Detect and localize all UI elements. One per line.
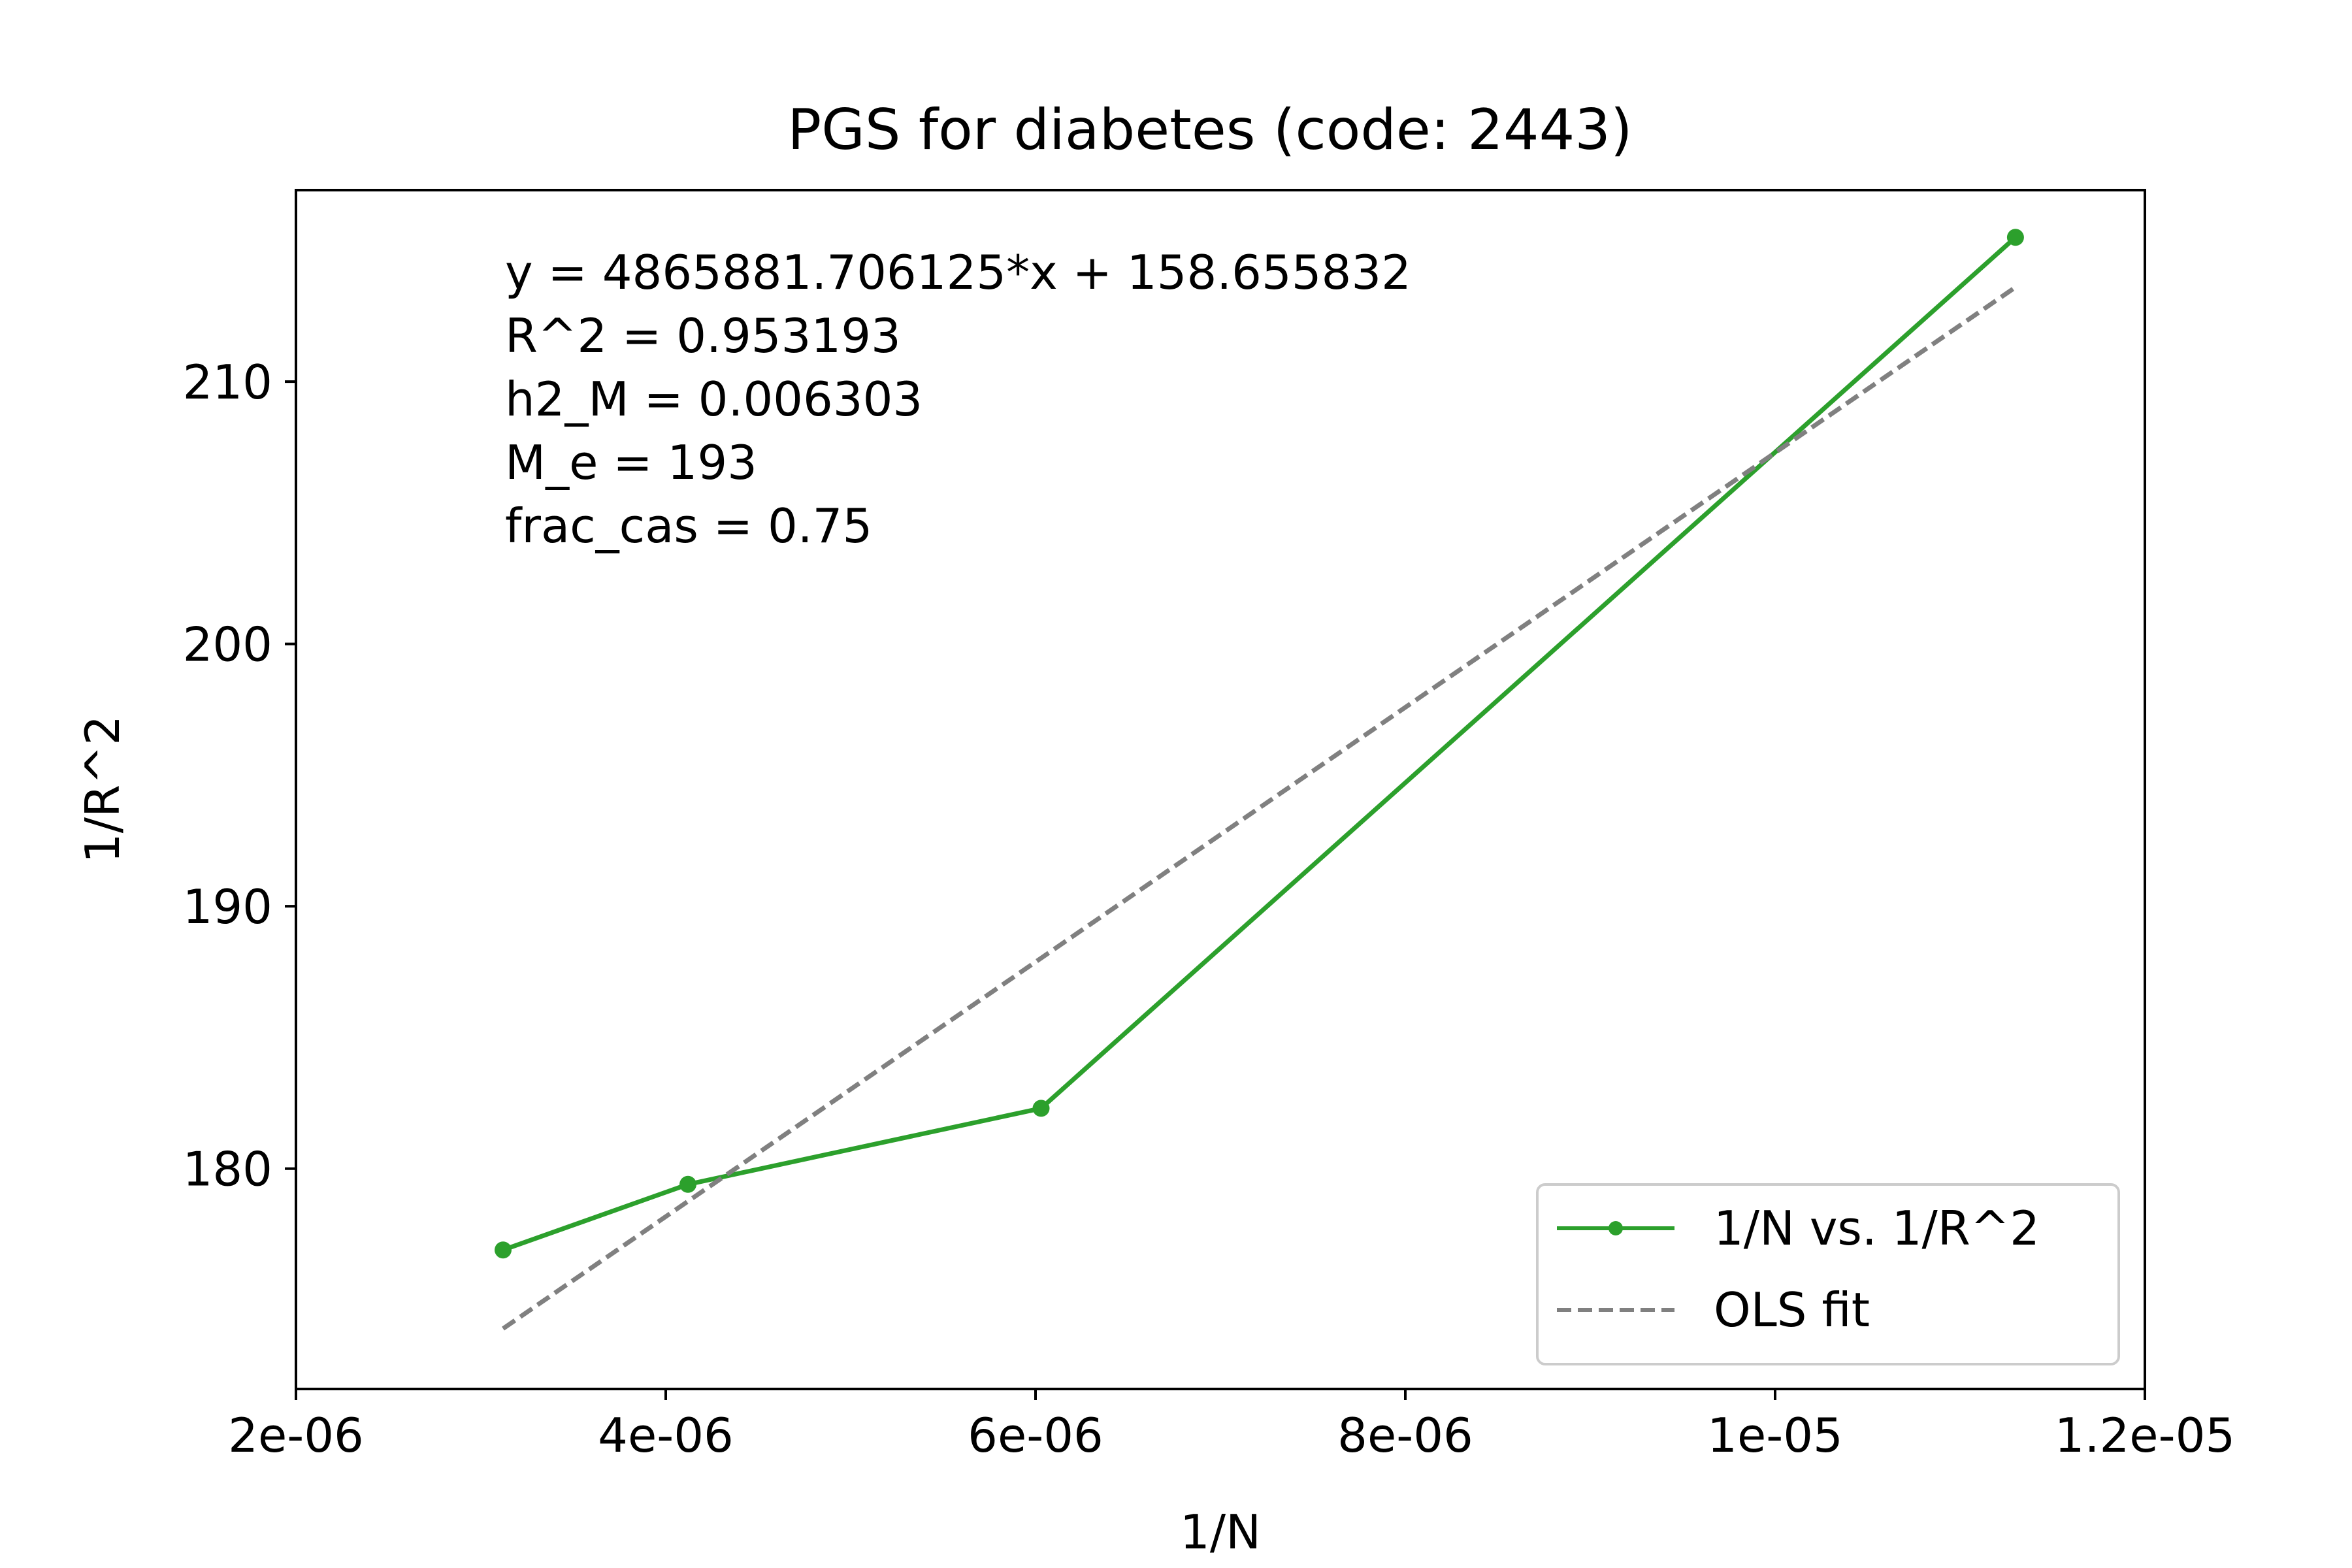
data-point-1 bbox=[495, 1241, 512, 1259]
legend: 1/N vs. 1/R^2 OLS fit bbox=[1536, 1183, 2120, 1365]
y-tick-label: 180 bbox=[183, 1142, 272, 1197]
data-point-4 bbox=[2006, 229, 2024, 246]
x-tick-label: 2e-06 bbox=[228, 1408, 364, 1463]
x-tick-label: 8e-06 bbox=[1337, 1408, 1473, 1463]
x-tick-label: 1.2e-05 bbox=[2055, 1408, 2235, 1463]
y-tick-label: 200 bbox=[183, 617, 272, 672]
chart-title: PGS for diabetes (code: 2443) bbox=[787, 97, 1632, 163]
legend-marker-fitted-data bbox=[1609, 1221, 1623, 1235]
y-axis-ticks: 180 190 200 210 bbox=[183, 355, 296, 1197]
y-tick-label: 190 bbox=[183, 879, 272, 934]
series-line-fitted-data bbox=[502, 235, 2017, 1252]
annotation-line-5: frac_cas = 0.75 bbox=[505, 498, 872, 553]
x-tick-label: 4e-06 bbox=[598, 1408, 734, 1463]
fit-annotations: y = 4865881.706125*x + 158.655832 R^2 = 0… bbox=[505, 245, 1411, 553]
annotation-line-2: R^2 = 0.953193 bbox=[505, 308, 901, 363]
annotation-line-3: h2_M = 0.006303 bbox=[505, 372, 923, 427]
legend-box bbox=[1536, 1183, 2120, 1365]
x-tick-label: 6e-06 bbox=[968, 1408, 1103, 1463]
series-line-ols-fit bbox=[502, 285, 2017, 1331]
annotation-line-4: M_e = 193 bbox=[505, 435, 757, 490]
x-axis-label: 1/N bbox=[1180, 1505, 1261, 1560]
plot-frame bbox=[295, 189, 2146, 1390]
series-layer bbox=[495, 229, 2024, 1331]
data-point-3 bbox=[1032, 1100, 1050, 1117]
legend-label-fitted-data: 1/N vs. 1/R^2 bbox=[1714, 1201, 2040, 1256]
data-point-2 bbox=[679, 1175, 696, 1193]
x-tick-label: 1e-05 bbox=[1707, 1408, 1843, 1463]
x-axis-ticks: 2e-06 4e-06 6e-06 8e-06 1e-05 1.2e-05 bbox=[228, 1389, 2235, 1463]
y-tick-label: 210 bbox=[183, 355, 272, 410]
y-axis-label: 1/R^2 bbox=[75, 715, 130, 863]
annotation-line-1: y = 4865881.706125*x + 158.655832 bbox=[505, 245, 1411, 300]
legend-label-ols-fit: OLS fit bbox=[1714, 1282, 1870, 1337]
